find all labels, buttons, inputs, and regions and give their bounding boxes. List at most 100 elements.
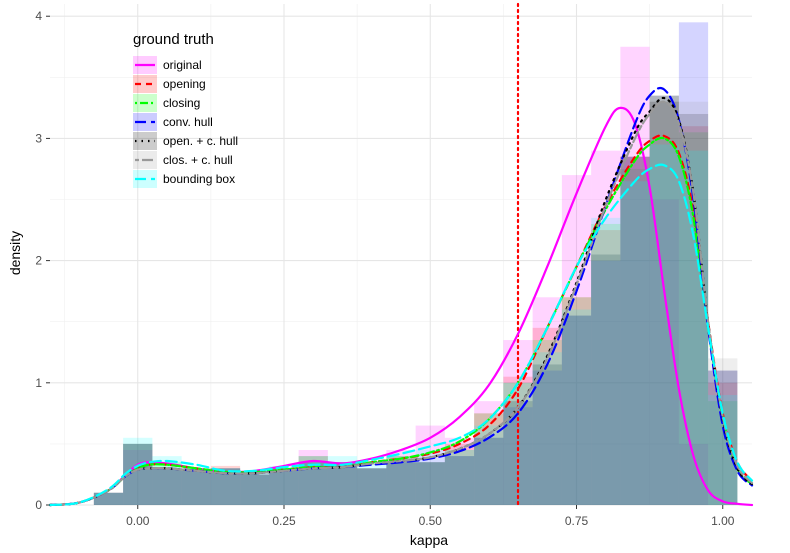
histogram-bar [181, 468, 211, 505]
histogram-bar [327, 462, 358, 505]
histogram-bar [591, 150, 621, 505]
x-axis-title: kappa [410, 532, 448, 548]
histogram-bar [561, 175, 592, 505]
legend-label: opening [163, 77, 206, 91]
histogram-bar [474, 437, 504, 505]
histogram-bar [444, 450, 475, 505]
histogram-bar [386, 462, 416, 505]
legend-label: bounding box [163, 172, 235, 186]
histogram-bar [298, 450, 328, 505]
histogram-bar [474, 437, 504, 505]
y-axis-title: density [7, 231, 23, 275]
density-curve-closing [48, 136, 754, 507]
histogram-bar [152, 468, 182, 505]
legend-key [133, 75, 157, 93]
histogram-bar [649, 144, 679, 505]
histogram-bar [327, 462, 358, 505]
density-curve-clos-c-hull [48, 100, 754, 507]
legend-title: ground truth [133, 31, 214, 48]
histogram-bar [649, 95, 679, 506]
histogram-bar [708, 358, 738, 505]
histogram-bar [327, 462, 358, 505]
y-tick-label: 4 [35, 9, 42, 23]
histogram-bar [386, 462, 416, 505]
histogram-bar [444, 456, 475, 505]
histogram-bar [532, 340, 562, 505]
histogram-bar [93, 492, 124, 505]
histogram-bar [591, 260, 621, 505]
legend: ground truth original opening closing conv. … [133, 31, 238, 188]
histogram-bar [678, 150, 709, 505]
histogram-bar [181, 468, 211, 505]
histogram-bar [649, 95, 679, 506]
histogram-bar [357, 468, 387, 505]
histogram-bar [591, 223, 621, 505]
histogram-bar [240, 470, 270, 505]
histogram-bar [240, 474, 270, 505]
histogram-bar [444, 456, 475, 505]
histogram-bar [327, 462, 358, 505]
histogram-bar [240, 474, 270, 505]
histogram-bar [678, 22, 709, 506]
y-axis-ticks: 0 1 2 3 4 [35, 9, 50, 512]
y-tick-label: 2 [35, 254, 42, 268]
histogram-bar [561, 309, 592, 505]
histogram-bar [561, 315, 592, 505]
histogram-bar [357, 462, 387, 505]
legend-key [133, 132, 157, 150]
histogram-bar [708, 382, 738, 505]
legend-item: open. + c. hull [133, 132, 238, 150]
histogram-bar [532, 352, 562, 505]
histogram-bar [93, 492, 124, 505]
histogram-bar [152, 468, 182, 505]
histogram-bar [415, 462, 445, 505]
histogram-bar [357, 468, 387, 505]
histogram-bar [620, 181, 650, 505]
histogram-bar [240, 474, 270, 505]
histogram-bar [357, 468, 387, 505]
legend-item: original [133, 56, 202, 74]
histogram-bar [152, 468, 182, 505]
histogram-bar [620, 156, 650, 505]
histogram-bar [708, 370, 738, 505]
legend-label: original [163, 58, 202, 72]
histogram-bar [561, 297, 592, 505]
x-axis-ticks: 0.00 0.25 0.50 0.75 1.00 [126, 505, 735, 528]
y-tick-label: 1 [35, 376, 42, 390]
histogram-bar [181, 470, 211, 505]
histogram-bar [269, 468, 299, 505]
x-tick-label: 0.25 [272, 514, 296, 528]
histogram-bar [181, 470, 211, 505]
histogram-bar [298, 456, 328, 505]
histogram-bar [93, 492, 124, 505]
histogram-bar [152, 468, 182, 505]
histogram-bar [591, 254, 621, 505]
legend-label: conv. hull [163, 115, 213, 129]
histogram-bar [561, 315, 592, 505]
y-tick-label: 3 [35, 131, 42, 145]
histogram-bar [415, 462, 445, 505]
histogram-bar [591, 217, 621, 505]
histogram-bar [386, 456, 416, 505]
histogram-bar [620, 156, 650, 505]
histogram-bar [532, 364, 562, 505]
histogram-bar [444, 450, 475, 505]
histogram-bar [240, 474, 270, 505]
density-curve-bounding-box [48, 163, 754, 507]
histogram-bar [532, 364, 562, 505]
histogram-bar [181, 470, 211, 505]
histogram-bar [269, 468, 299, 505]
legend-item: bounding box [133, 170, 235, 188]
histogram-bar [386, 456, 416, 505]
histogram-bar [93, 492, 124, 505]
histogram-bar [678, 113, 709, 505]
histogram-bar [620, 156, 650, 505]
histogram-bar [93, 492, 124, 505]
histogram-bar [532, 370, 562, 505]
histogram-bar [123, 450, 153, 505]
histogram-bar [561, 297, 592, 505]
histogram-bar [181, 470, 211, 505]
x-tick-label: 0.50 [419, 514, 443, 528]
histogram-bar [678, 101, 709, 505]
